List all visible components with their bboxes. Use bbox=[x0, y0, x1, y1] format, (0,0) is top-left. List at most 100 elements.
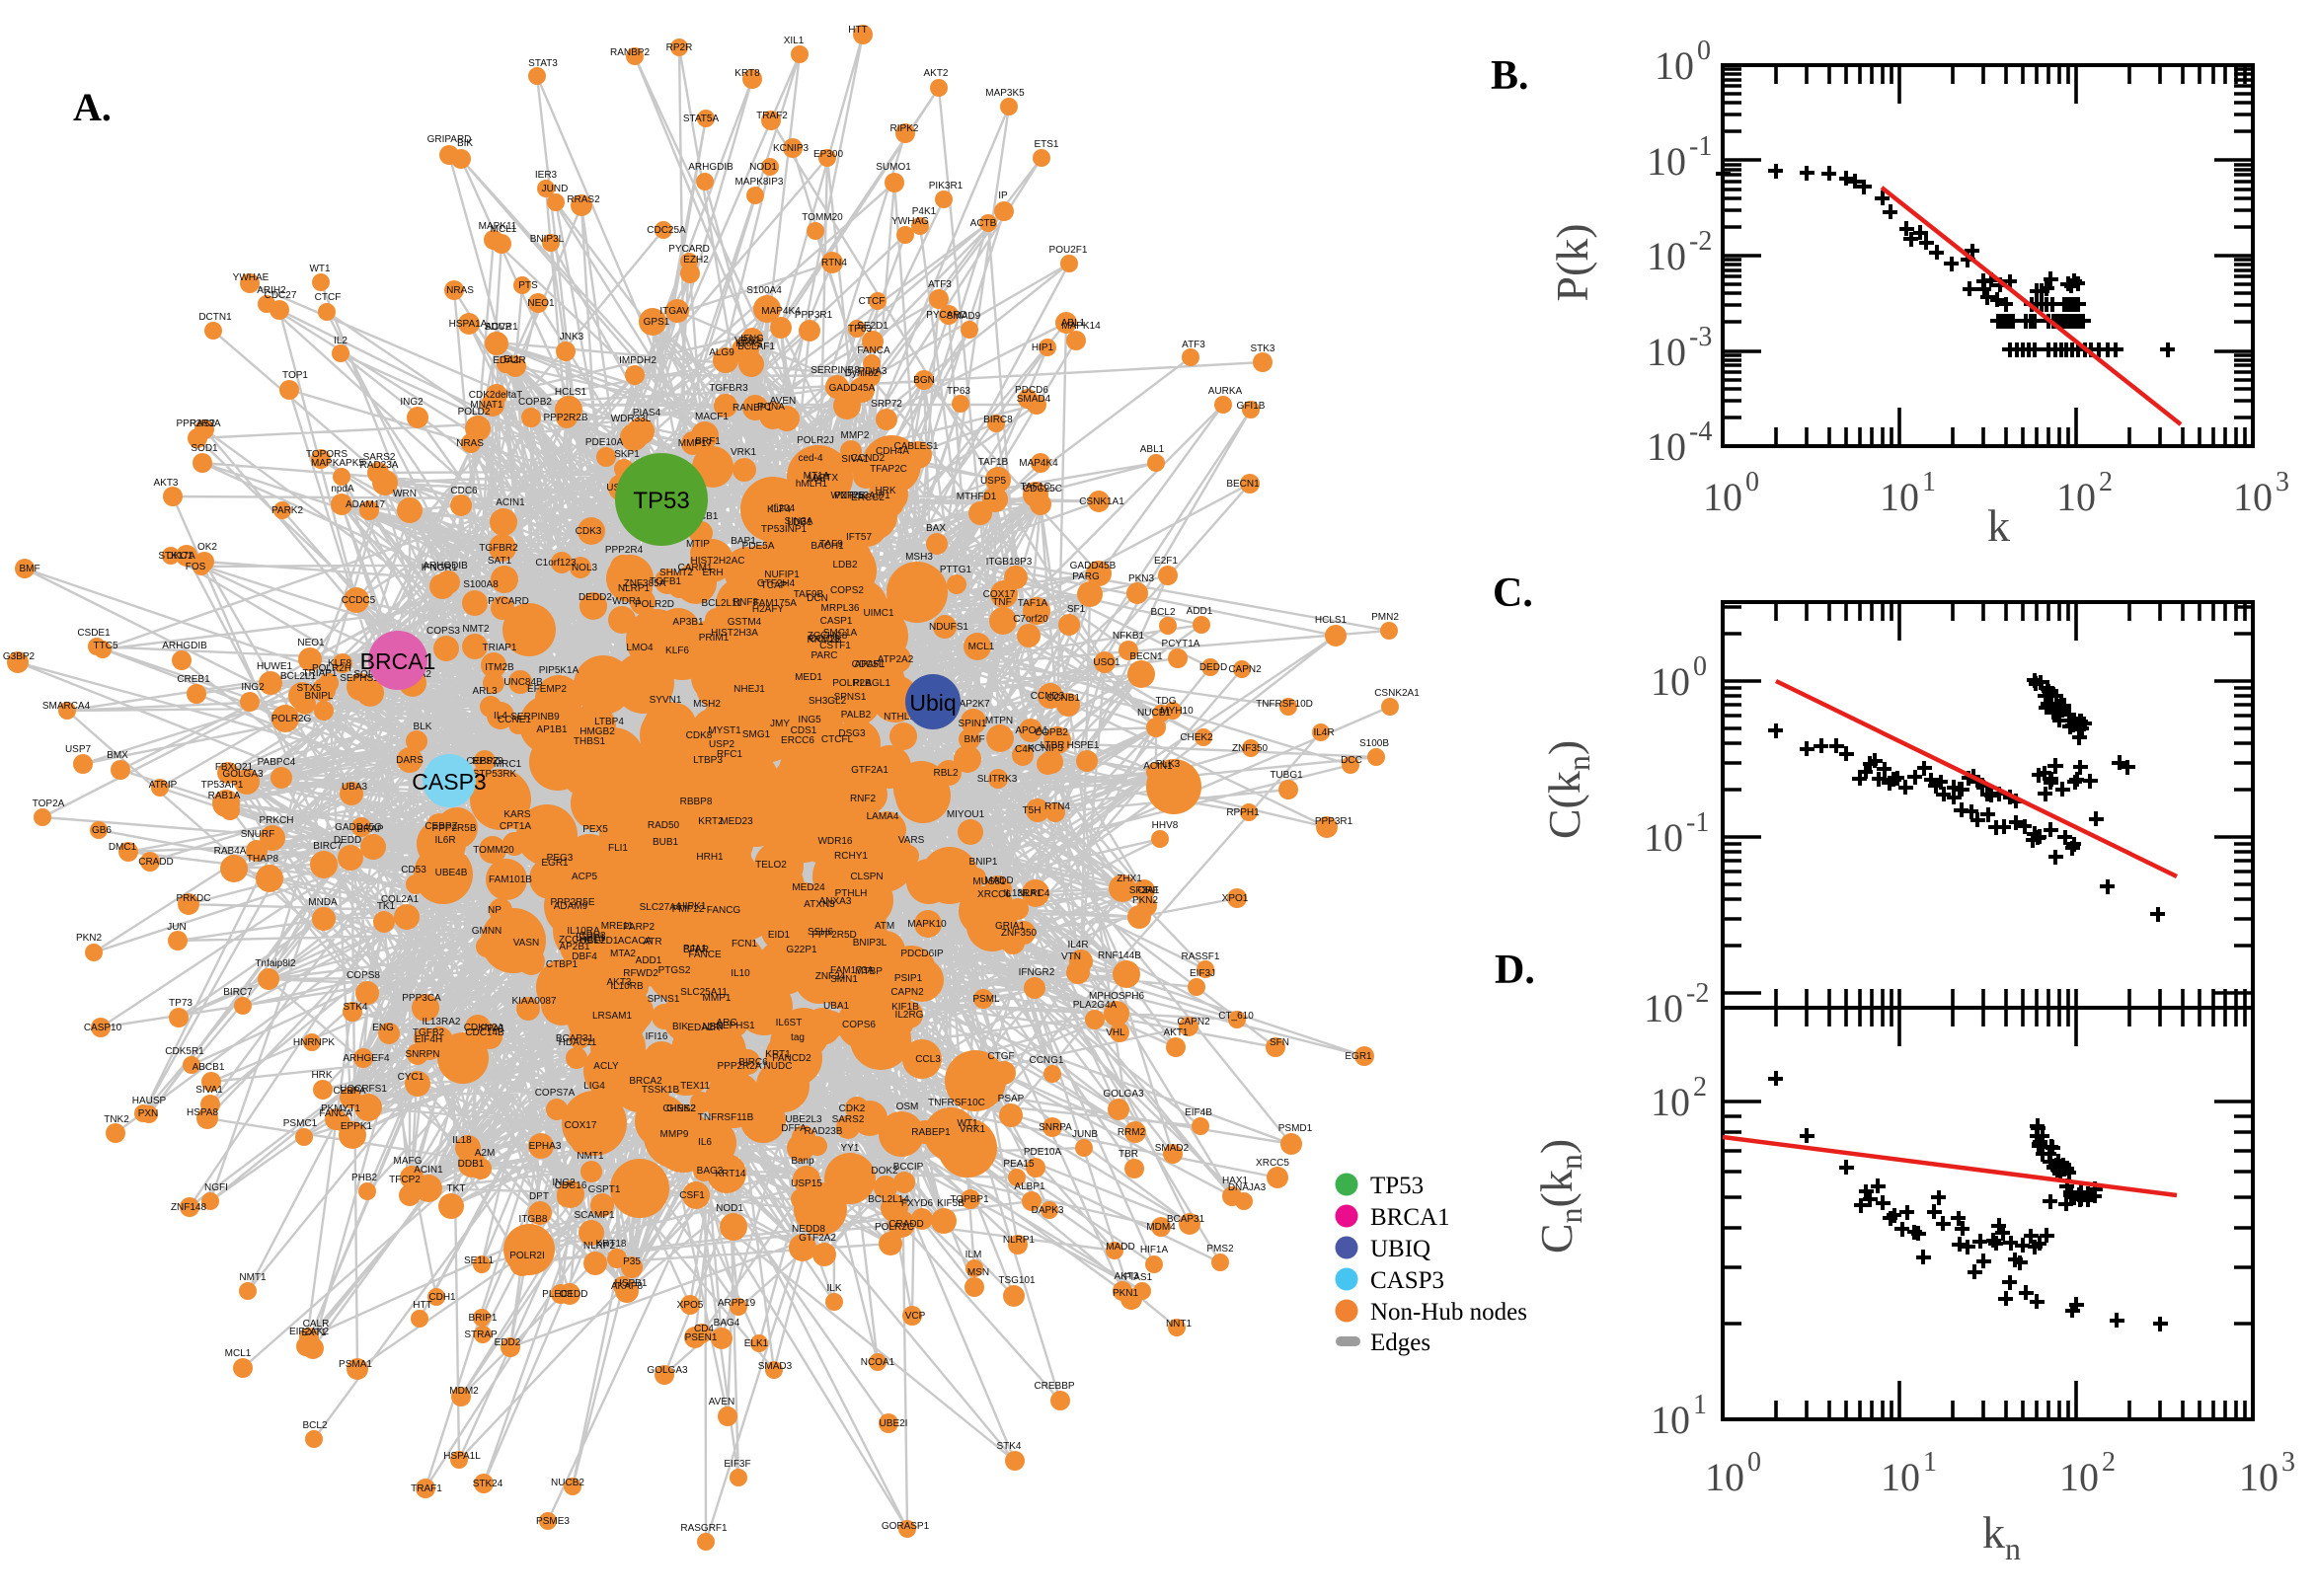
svg-text:DCTN1: DCTN1 bbox=[198, 312, 232, 323]
svg-text:HCLS1: HCLS1 bbox=[555, 387, 587, 398]
svg-text:RANBP2: RANBP2 bbox=[610, 47, 650, 58]
svg-text:TNFRSF11B: TNFRSF11B bbox=[698, 1112, 754, 1123]
svg-text:TOMM20: TOMM20 bbox=[473, 845, 514, 856]
svg-text:TOMM20: TOMM20 bbox=[802, 212, 843, 223]
svg-text:PYCARD: PYCARD bbox=[668, 244, 710, 255]
svg-text:KRT18: KRT18 bbox=[596, 1239, 627, 1250]
svg-text:IL10RB: IL10RB bbox=[610, 981, 644, 992]
svg-text:TGFBR3: TGFBR3 bbox=[709, 383, 748, 394]
svg-text:CDH1: CDH1 bbox=[428, 1292, 456, 1303]
svg-text:CABLES1: CABLES1 bbox=[893, 441, 938, 452]
svg-text:PSMD1: PSMD1 bbox=[1278, 1123, 1313, 1134]
svg-text:RAB4A: RAB4A bbox=[214, 846, 247, 857]
svg-text:AKT3: AKT3 bbox=[1114, 1271, 1138, 1282]
svg-text:PKN2: PKN2 bbox=[1132, 895, 1159, 906]
svg-text:TAF9: TAF9 bbox=[819, 539, 843, 550]
svg-text:CAPN2: CAPN2 bbox=[1228, 664, 1262, 675]
svg-text:PMS2: PMS2 bbox=[1206, 1244, 1234, 1254]
svg-text:ING5: ING5 bbox=[798, 715, 821, 725]
svg-text:COPS6: COPS6 bbox=[842, 1020, 876, 1030]
svg-text:FOS: FOS bbox=[186, 562, 206, 572]
svg-text:3: 3 bbox=[2281, 1447, 2295, 1478]
svg-text:VTN: VTN bbox=[1061, 951, 1081, 962]
svg-text:FANCA: FANCA bbox=[857, 345, 890, 356]
svg-text:C(kn): C(kn) bbox=[1539, 740, 1596, 839]
svg-text:NRAS: NRAS bbox=[446, 285, 474, 296]
svg-text:CD53: CD53 bbox=[401, 865, 426, 875]
svg-text:ABL1: ABL1 bbox=[1061, 318, 1086, 329]
svg-text:CLSPN: CLSPN bbox=[850, 872, 883, 882]
svg-text:CRADD: CRADD bbox=[138, 857, 174, 868]
svg-text:k: k bbox=[1987, 500, 2010, 551]
svg-text:GSPT1: GSPT1 bbox=[588, 1184, 621, 1195]
svg-text:RRAS2: RRAS2 bbox=[567, 194, 600, 205]
svg-text:MUS81: MUS81 bbox=[972, 876, 1006, 887]
svg-text:ACLY: ACLY bbox=[593, 1061, 619, 1072]
svg-text:PPP2R2B: PPP2R2B bbox=[543, 413, 587, 423]
svg-text:MCL1: MCL1 bbox=[225, 1348, 252, 1359]
svg-text:PIK3R1: PIK3R1 bbox=[929, 181, 964, 191]
svg-text:USP7: USP7 bbox=[65, 744, 92, 755]
svg-text:Non-Hub nodes: Non-Hub nodes bbox=[1370, 1299, 1527, 1326]
svg-text:HHV8: HHV8 bbox=[1152, 820, 1179, 831]
svg-text:MYST1: MYST1 bbox=[708, 725, 741, 736]
svg-text:POU2F1: POU2F1 bbox=[1049, 245, 1088, 256]
svg-text:JNK3: JNK3 bbox=[560, 332, 584, 342]
svg-text:CTCF: CTCF bbox=[315, 292, 342, 303]
svg-text:LDB2: LDB2 bbox=[832, 560, 857, 570]
svg-text:TP53INP1: TP53INP1 bbox=[761, 524, 808, 535]
svg-text:MADD: MADD bbox=[984, 875, 1013, 886]
svg-text:Banp: Banp bbox=[791, 1156, 814, 1167]
svg-text:UNC84B: UNC84B bbox=[503, 677, 543, 688]
svg-text:CASP3: CASP3 bbox=[412, 769, 486, 795]
svg-text:G22P1: G22P1 bbox=[786, 945, 817, 955]
svg-text:BIRC6: BIRC6 bbox=[738, 1057, 768, 1068]
svg-text:TAF9B: TAF9B bbox=[794, 589, 824, 600]
svg-text:IL2: IL2 bbox=[334, 336, 347, 346]
svg-text:CCNE1: CCNE1 bbox=[498, 715, 531, 725]
svg-text:ZCCHC8: ZCCHC8 bbox=[808, 631, 848, 642]
svg-text:GSTM4: GSTM4 bbox=[728, 617, 762, 628]
svg-text:MAPKAPK5: MAPKAPK5 bbox=[311, 458, 364, 469]
svg-text:BGN: BGN bbox=[913, 375, 935, 386]
svg-text:SSH6: SSH6 bbox=[808, 927, 834, 938]
svg-text:hMLH1: hMLH1 bbox=[796, 479, 828, 490]
svg-text:3: 3 bbox=[2276, 467, 2289, 497]
svg-text:AKT3: AKT3 bbox=[606, 977, 631, 988]
svg-text:USP2: USP2 bbox=[709, 739, 735, 750]
svg-text:SMAD9: SMAD9 bbox=[947, 311, 981, 322]
svg-text:STK24: STK24 bbox=[473, 1479, 503, 1489]
svg-text:10: 10 bbox=[1644, 986, 1683, 1030]
svg-text:TNFRSF10C: TNFRSF10C bbox=[928, 1098, 985, 1108]
svg-text:BNIPL: BNIPL bbox=[305, 691, 334, 702]
svg-text:BCLAF1: BCLAF1 bbox=[737, 342, 775, 352]
svg-text:10: 10 bbox=[1644, 815, 1683, 860]
svg-text:CDC25A: CDC25A bbox=[647, 225, 686, 236]
svg-text:LTBP3: LTBP3 bbox=[693, 755, 723, 766]
svg-text:COPS3: COPS3 bbox=[426, 626, 460, 637]
svg-text:GMNN: GMNN bbox=[472, 926, 502, 937]
svg-text:CDKN2A: CDKN2A bbox=[464, 1023, 504, 1033]
svg-text:CYC1: CYC1 bbox=[398, 1072, 425, 1083]
svg-text:THAP8: THAP8 bbox=[247, 854, 279, 865]
svg-text:PSEN1: PSEN1 bbox=[685, 1332, 718, 1343]
svg-text:ITGB18P3: ITGB18P3 bbox=[986, 557, 1033, 568]
svg-text:AKT1: AKT1 bbox=[1163, 1027, 1188, 1038]
svg-text:SMG1: SMG1 bbox=[742, 729, 771, 740]
svg-text:ACACA: ACACA bbox=[618, 936, 653, 947]
svg-text:ERCC2: ERCC2 bbox=[851, 493, 885, 503]
svg-text:CSF1: CSF1 bbox=[679, 1190, 705, 1201]
svg-text:DEDD: DEDD bbox=[334, 835, 361, 846]
svg-text:SFN: SFN bbox=[1270, 1037, 1289, 1048]
svg-text:POLR2G: POLR2G bbox=[271, 714, 312, 724]
svg-text:IL6: IL6 bbox=[698, 1137, 712, 1148]
svg-text:ARHGDIB: ARHGDIB bbox=[688, 162, 733, 173]
svg-text:LTBR: LTBR bbox=[1041, 740, 1065, 751]
svg-text:EPHA3: EPHA3 bbox=[529, 1141, 562, 1152]
svg-text:AVEN: AVEN bbox=[770, 396, 797, 407]
svg-text:CDC16: CDC16 bbox=[555, 1180, 587, 1191]
svg-text:STK17A: STK17A bbox=[158, 551, 195, 562]
svg-text:RFWD2: RFWD2 bbox=[623, 968, 658, 979]
svg-text:FANCG: FANCG bbox=[707, 905, 741, 916]
svg-text:BCL2: BCL2 bbox=[1150, 607, 1175, 618]
